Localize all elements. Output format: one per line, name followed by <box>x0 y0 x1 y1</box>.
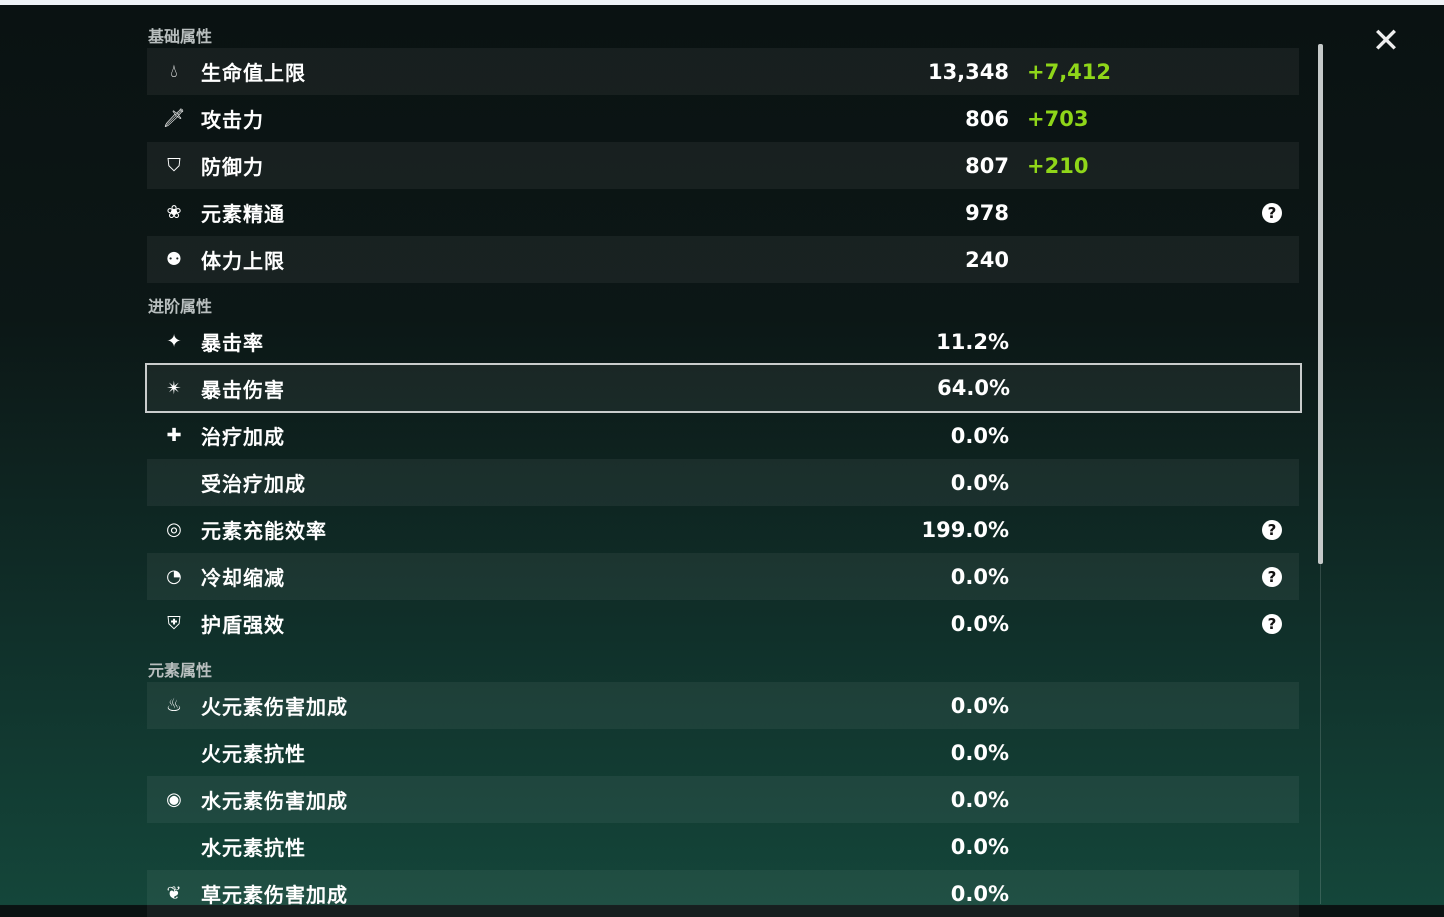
stat-row[interactable]: ❦ 草元素伤害加成 0.0% <box>147 870 1299 917</box>
stat-value: 0.0% <box>950 611 1009 636</box>
stat-label: 体力上限 <box>201 249 285 273</box>
stat-value: 978 <box>965 200 1009 225</box>
help-icon[interactable]: ? <box>1262 202 1282 223</box>
stat-label: 冷却缩减 <box>201 566 285 590</box>
help-icon[interactable]: ? <box>1262 566 1282 587</box>
stat-value: 13,348 <box>927 59 1009 84</box>
stat-bonus: +210 <box>1027 153 1089 178</box>
section-elemental-title: 元素属性 <box>148 661 213 680</box>
energy-recharge-icon: ◎ <box>166 519 182 540</box>
stat-row[interactable]: 火元素抗性 0.0% <box>147 729 1299 776</box>
stat-label: 元素充能效率 <box>201 519 327 543</box>
stat-row[interactable]: ◎ 元素充能效率 199.0%? <box>147 506 1299 553</box>
stat-value: 0.0% <box>950 787 1009 812</box>
section-basic-title: 基础属性 <box>148 27 213 46</box>
stat-value: 0.0% <box>950 564 1009 589</box>
stat-label: 护盾强效 <box>201 613 285 637</box>
stat-label: 元素精通 <box>201 202 285 226</box>
stat-row[interactable]: ❀ 元素精通 978? <box>147 189 1299 236</box>
section-advanced-title: 进阶属性 <box>148 297 213 316</box>
stat-row[interactable]: ✦ 暴击率 11.2% <box>147 318 1299 365</box>
stat-value: 0.0% <box>950 740 1009 765</box>
stat-value: 11.2% <box>936 329 1009 354</box>
scrollbar-thumb[interactable] <box>1318 44 1323 564</box>
stat-label: 生命值上限 <box>201 61 306 85</box>
stat-row[interactable]: ⛨ 护盾强效 0.0%? <box>147 600 1299 647</box>
stat-row[interactable]: 🗡︎ 攻击力 806 +703 <box>147 95 1299 142</box>
stat-value: 64.0% <box>937 376 1010 400</box>
stat-label: 水元素伤害加成 <box>201 789 348 813</box>
healing-cross-icon: ✚ <box>166 425 182 446</box>
stat-row[interactable]: 💧︎ 生命值上限 13,348 +7,412 <box>147 48 1299 95</box>
stat-label: 攻击力 <box>201 108 264 132</box>
stat-bonus: +7,412 <box>1027 59 1112 84</box>
stat-row[interactable]: 受治疗加成 0.0% <box>147 459 1299 506</box>
stat-value: 0.0% <box>950 693 1009 718</box>
stat-row[interactable]: ⛉ 防御力 807 +210 <box>147 142 1299 189</box>
stat-value: 199.0% <box>921 517 1009 542</box>
stat-label: 草元素伤害加成 <box>201 883 348 907</box>
hydro-icon: ◉ <box>166 789 182 810</box>
stat-row[interactable]: ◉ 水元素伤害加成 0.0% <box>147 776 1299 823</box>
cooldown-icon: ◔ <box>166 566 182 587</box>
stat-value: 240 <box>965 247 1009 272</box>
stat-label: 防御力 <box>201 155 264 179</box>
dendro-icon: ❦ <box>166 883 182 904</box>
stat-label: 火元素伤害加成 <box>201 695 348 719</box>
stat-bonus: +703 <box>1027 106 1089 131</box>
stat-label: 暴击率 <box>201 331 264 355</box>
elemental-mastery-icon: ❀ <box>166 202 182 223</box>
close-button[interactable]: ✕ <box>1367 21 1405 61</box>
stat-value: 806 <box>965 106 1009 131</box>
stat-row[interactable]: ✚ 治疗加成 0.0% <box>147 412 1299 459</box>
stat-row[interactable]: ♨ 火元素伤害加成 0.0% <box>147 682 1299 729</box>
hp-drop-icon: 💧︎ <box>170 61 178 82</box>
stat-label: 暴击伤害 <box>201 377 285 402</box>
window-top-bar <box>0 0 1444 5</box>
close-icon: ✕ <box>1371 21 1401 61</box>
stat-row[interactable]: ◔ 冷却缩减 0.0%? <box>147 553 1299 600</box>
stamina-icon: ⚉ <box>165 249 183 270</box>
stat-value: 807 <box>965 153 1009 178</box>
help-icon[interactable]: ? <box>1262 519 1282 540</box>
shield-icon: ⛉ <box>167 155 181 176</box>
pyro-icon: ♨ <box>165 695 183 716</box>
stat-label: 治疗加成 <box>201 425 285 449</box>
stat-label: 受治疗加成 <box>201 472 306 496</box>
sword-icon: 🗡︎ <box>162 108 186 129</box>
stat-value: 0.0% <box>950 834 1009 859</box>
stat-value: 0.0% <box>950 470 1009 495</box>
shield-strength-icon: ⛨ <box>167 613 181 634</box>
crit-rate-icon: ✦ <box>166 331 182 352</box>
help-icon[interactable]: ? <box>1262 613 1282 634</box>
stat-row[interactable]: 水元素抗性 0.0% <box>147 823 1299 870</box>
stat-row[interactable]: ✴ 暴击伤害 64.0% <box>145 363 1302 413</box>
stat-value: 0.0% <box>950 881 1009 906</box>
stat-row[interactable]: ⚉ 体力上限 240 <box>147 236 1299 283</box>
crit-dmg-icon: ✴ <box>166 377 182 399</box>
stat-value: 0.0% <box>950 423 1009 448</box>
stat-label: 火元素抗性 <box>201 742 306 766</box>
stat-label: 水元素抗性 <box>201 836 306 860</box>
